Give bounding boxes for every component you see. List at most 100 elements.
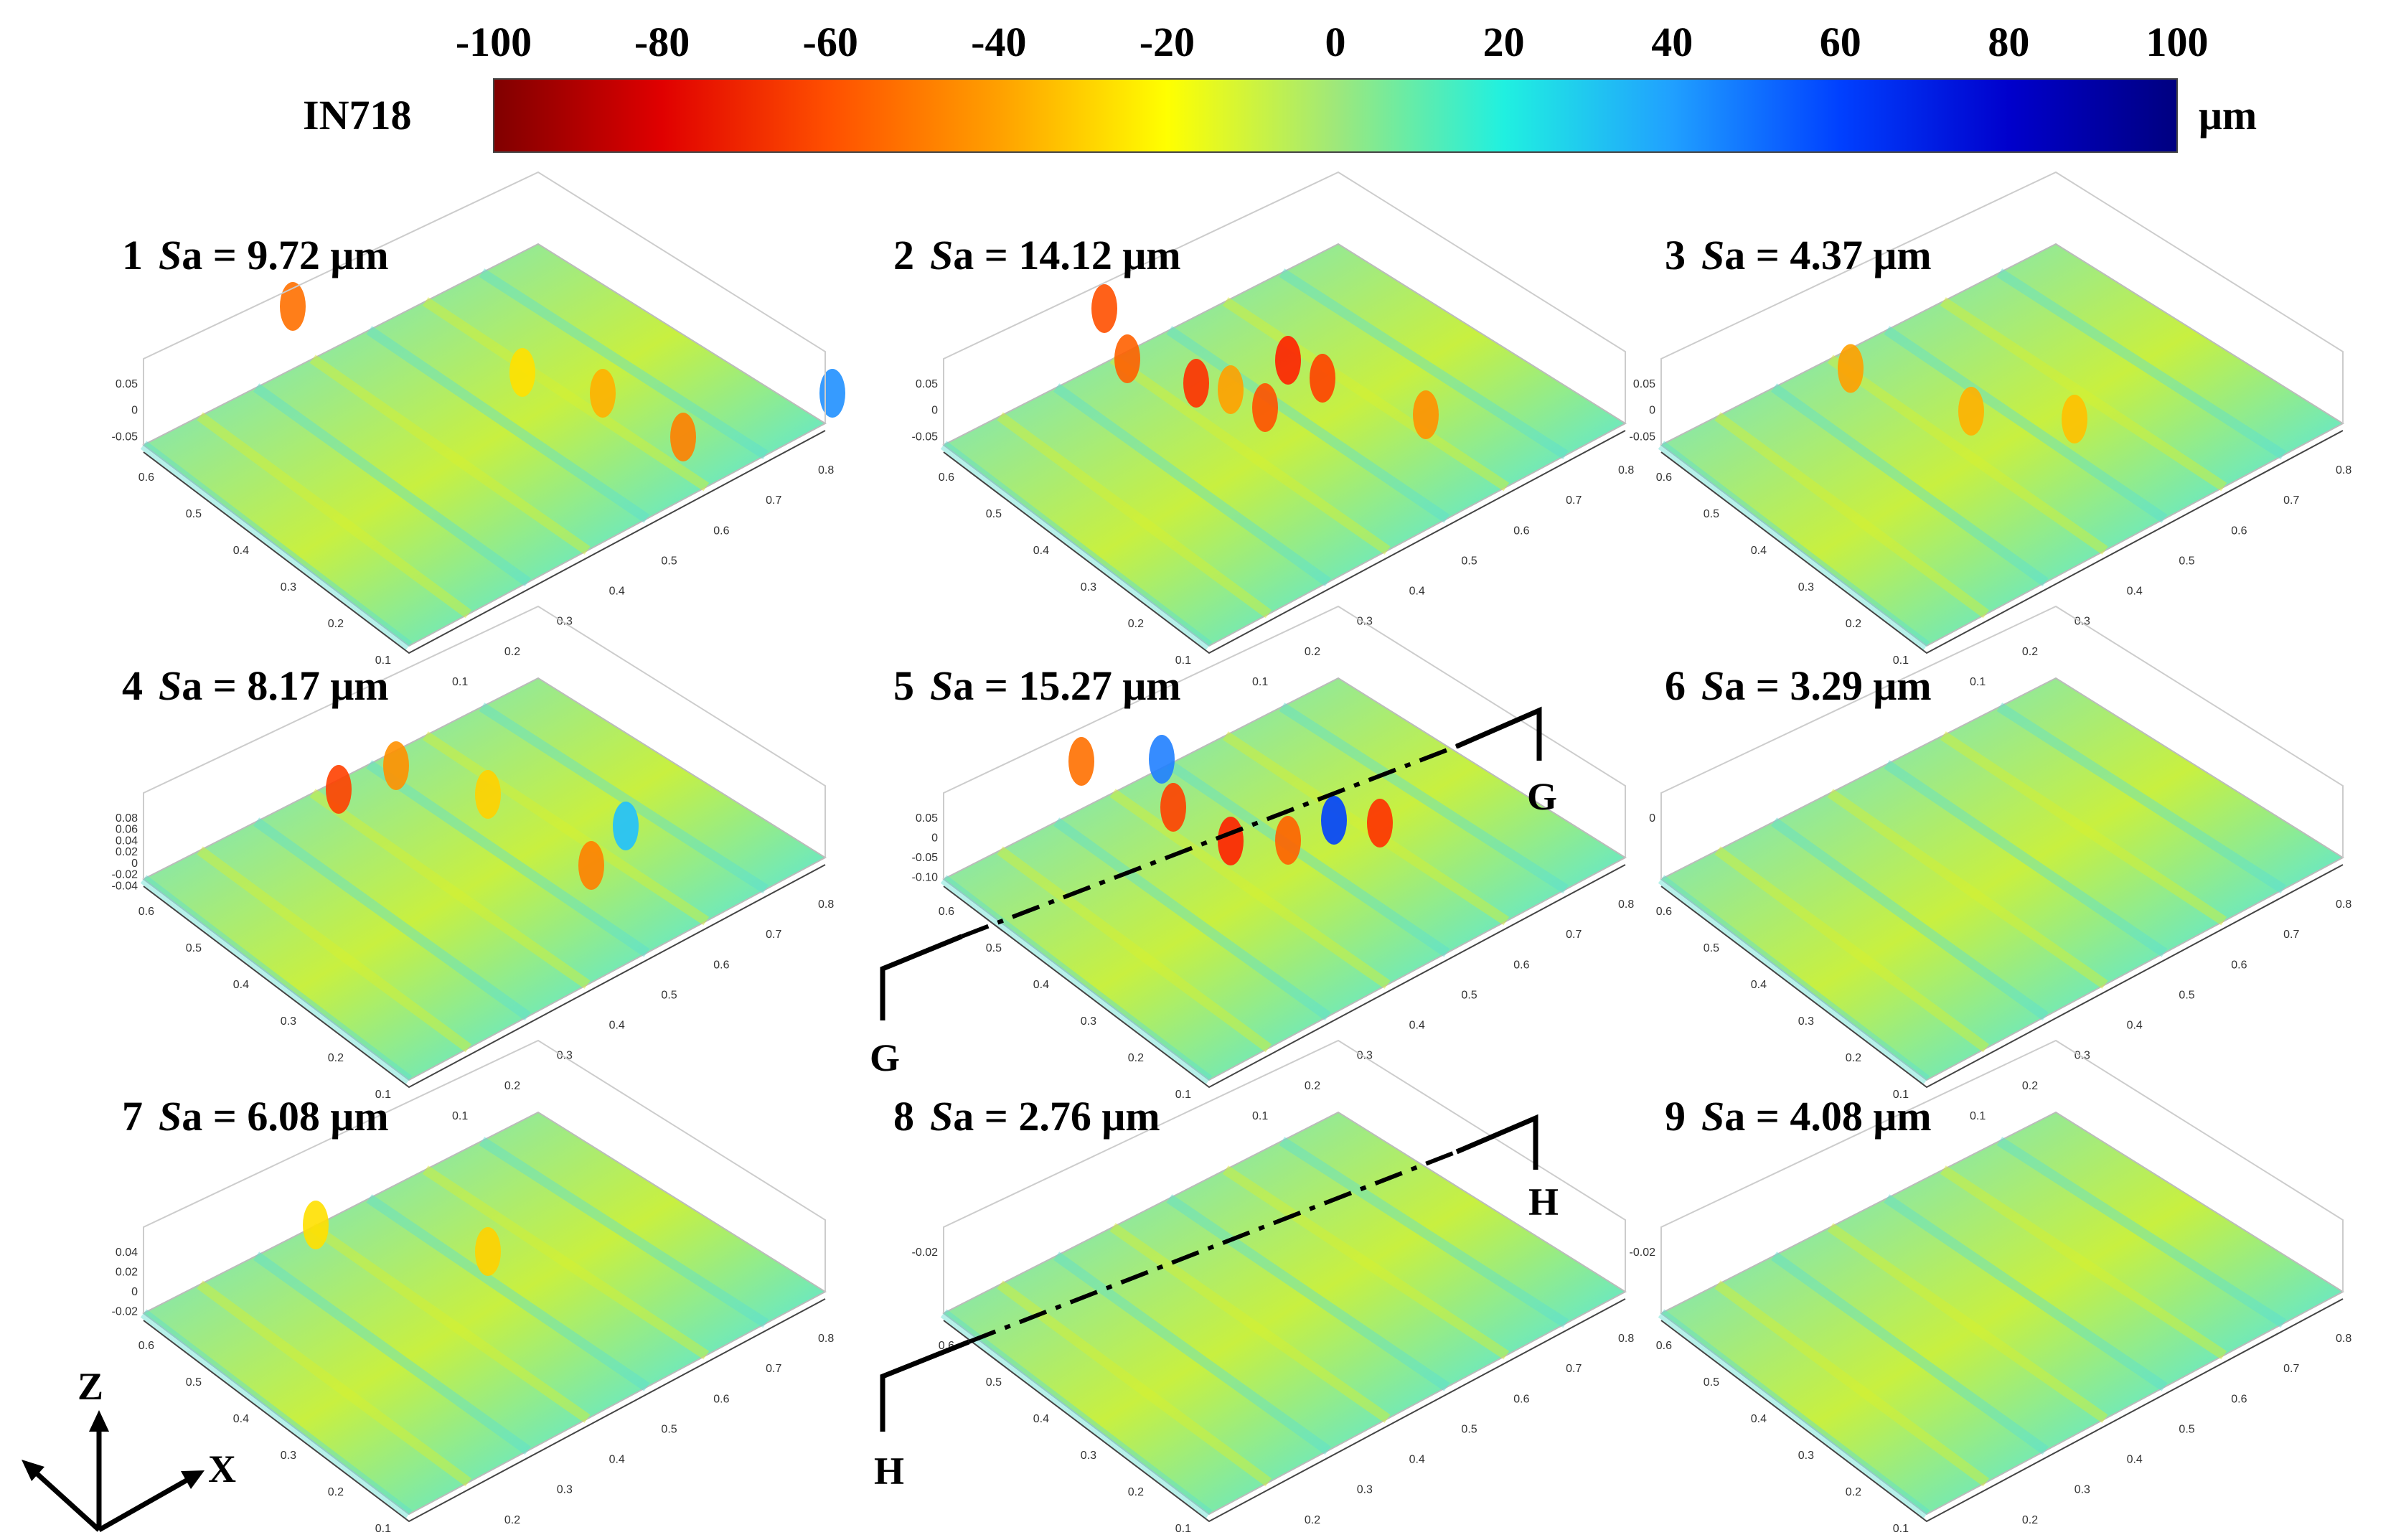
z-tick-label: -0.05 [912,852,939,864]
surface-ridge [309,789,591,989]
y-tick-label: 0.4 [233,979,249,991]
surface-panel: 0.050-0.050.60.50.40.30.20.10.10.20.30.4… [112,171,845,688]
x-tick-label: 0.2 [1305,1514,1320,1526]
x-tick-label: 0.5 [2179,555,2194,567]
surface-ridge [197,1280,472,1487]
z-tick-label: 0.02 [116,846,138,858]
surface-ridge [1714,1280,1990,1487]
axis-box [943,171,1626,445]
z-tick-label: -0.02 [912,1246,939,1259]
colorbar-tick-label: 0 [1325,19,1346,65]
y-tick-label: 0.2 [1128,618,1144,630]
x-tick-label: 0.6 [2231,525,2247,537]
surface-ridge [1714,412,1990,619]
axis-base [943,864,1626,1089]
y-tick-label: 0.2 [328,1052,344,1064]
y-tick-label: 0.4 [233,545,249,557]
surface-panel: 0.05 0 -0.05 -0.10 0.6 0.5 0.4 0.3 0.2 0.1 0.1 0.2 0… [893,605,1634,1122]
panel-title: 5 Sa = 15.27 μm [893,662,1181,709]
y-tick-label: 0.1 [375,1523,391,1535]
y-tick-label: 0.6 [939,471,954,484]
panel-sa-label: a = 6.08 μm [182,1093,388,1140]
x-tick-label: 0.7 [766,494,781,507]
z-tick-label: 0.08 [116,812,138,825]
panel-sa-prefix: S [1701,662,1724,709]
panel-title: 7 Sa = 6.08 μm [122,1093,389,1140]
y-tick-label: 0.5 [186,1376,202,1389]
y-tick-label: 0.2 [1846,1486,1861,1498]
z-tick-label: -0.05 [112,431,138,443]
panel-sa-label: a = 4.08 μm [1724,1093,1931,1140]
panel-sa-prefix: S [1701,1093,1724,1140]
colorbar-tick-label: -20 [1140,19,1195,65]
axis-box [1660,1039,2344,1313]
surface-feature [578,841,604,890]
y-tick-label: 0.6 [939,906,954,918]
panel-number: 1 [122,232,143,278]
y-tick-label: 0.6 [138,471,154,484]
panel-title: 9 Sa = 4.08 μm [1665,1093,1932,1140]
panel-title: 3 Sa = 4.37 μm [1665,232,1932,278]
z-tick-label: -0.10 [912,872,939,884]
surface-ridge [1714,846,1990,1053]
surface-ridge [309,355,591,555]
surface-ridge [1771,1252,2049,1455]
panel-sa-prefix: S [159,1093,182,1140]
x-tick-label: 0.8 [818,898,834,911]
surface-ridge [1279,1137,1569,1328]
axis-box [943,605,1626,879]
surface-ridge [366,326,650,523]
x-tick-label: 0.1 [1970,1110,1986,1122]
z-axis-arrowhead [89,1410,109,1432]
surface-ridge [1053,383,1331,587]
y-tick-label: 0.6 [138,906,154,918]
z-axis-label: Z [77,1365,103,1408]
y-tick-label: 0.5 [1704,1376,1719,1389]
surface-ridge [479,1137,769,1328]
y-tick-label: 0.3 [1798,581,1814,593]
section-label-g-right: G [1527,775,1557,818]
panel-sa-prefix: S [930,1093,953,1140]
x-tick-label: 0.2 [504,646,520,658]
surface-feature [1275,336,1301,385]
surface-feature [1252,383,1278,432]
surface-ridge [1827,1223,2108,1423]
colorbar-tick-label: -40 [971,19,1026,65]
z-tick-label: 0 [931,832,938,845]
x-tick-label: 0.5 [1461,1423,1477,1435]
surface-feature [670,413,696,461]
y-tick-label: 0.5 [1704,942,1719,954]
surface-ridge [1658,441,1930,650]
surface-feature [475,1227,501,1276]
surface-ridge [1222,1165,1510,1360]
surface-ridge [1279,703,1569,894]
surface-ridge [1771,383,2049,587]
surface-ridge [1996,703,2286,894]
surface-feature [1183,359,1209,408]
x-tick-label: 0.6 [1513,1393,1529,1405]
z-tick-label: -0.02 [112,869,138,881]
y-tick-label: 0.2 [1128,1052,1144,1064]
surface-feature [1114,334,1140,383]
x-tick-label: 0.1 [452,676,468,688]
axis-base [143,1298,826,1523]
y-tick-label: 0.3 [1081,1015,1096,1028]
y-axis-arrowhead [22,1460,44,1481]
x-axis-arrow [98,1475,192,1533]
y-tick-label: 0.2 [1846,618,1861,630]
surface-feature [1275,816,1301,865]
panel-title: 6 Sa = 3.29 μm [1665,662,1932,709]
y-tick-label: 0.3 [281,1450,296,1462]
axis-base [943,430,1626,654]
z-tick-label: 0 [1649,405,1655,417]
panel-sa-prefix: S [930,232,953,278]
x-tick-label: 0.2 [1305,646,1320,658]
z-tick-label: -0.02 [1630,1246,1656,1259]
x-tick-label: 0.1 [1252,676,1268,688]
section-label-h-right: H [1528,1180,1559,1224]
z-tick-label: 0.05 [116,378,138,390]
section-line-h: H H [874,1114,1559,1493]
surface-ridge [1884,760,2168,957]
surface-panel: 0.080.060.040.020-0.02-0.04 0.6 0.5 0.4 0.3 0… [112,605,834,1122]
axis-base [1660,1298,2344,1523]
